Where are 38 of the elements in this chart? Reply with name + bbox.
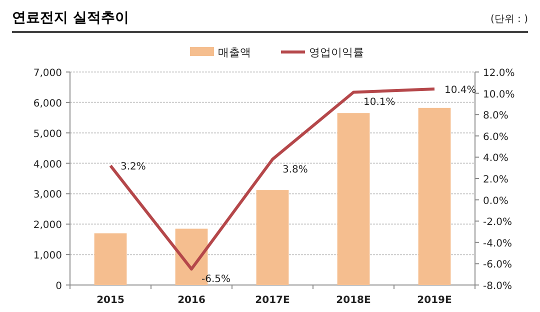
y2-tick-label: 2.0% [483, 174, 508, 186]
y2-tick-label: -6.0% [483, 260, 512, 271]
line-series [109, 88, 436, 271]
bar [256, 190, 289, 285]
y-tick-label: 5,000 [33, 128, 62, 140]
x-tick-label: 2016 [178, 295, 206, 306]
legend-label: 영업이익률 [309, 46, 364, 59]
text: (단위 : ) [490, 14, 528, 25]
data-label: -6.5% [202, 274, 231, 286]
bar [94, 233, 127, 285]
y2-tick-label: -2.0% [483, 217, 512, 228]
y-tick-label: 7,000 [33, 68, 62, 79]
y2-tick-label: 0.0% [483, 196, 508, 207]
y-tick-label: 1,000 [33, 250, 62, 262]
y2-tick-label: 4.0% [483, 153, 508, 164]
y2-tick-label: -8.0% [483, 281, 512, 292]
data-label: 3.8% [282, 164, 308, 176]
data-label: 3.2% [120, 162, 146, 173]
y-tick-label: 0 [56, 281, 62, 292]
x-tick-label: 2015 [96, 295, 124, 306]
bar [337, 113, 370, 285]
x-tick-label: 2018E [336, 295, 371, 306]
x-tick-label: 2017E [255, 295, 290, 306]
y2-tick-label: 12.0% [483, 68, 515, 79]
data-label: 10.4% [444, 85, 476, 96]
y2-tick-label: -4.0% [483, 238, 512, 250]
x-tick-label: 2019E [417, 295, 452, 306]
y2-tick-label: 10.0% [483, 89, 515, 100]
y-tick-label: 3,000 [33, 190, 62, 201]
y2-tick-label: 8.0% [483, 110, 508, 122]
y2-tick-label: 6.0% [483, 132, 508, 143]
bar [418, 108, 451, 285]
legend-label: 매출액 [218, 46, 251, 59]
data-label: 10.1% [364, 97, 396, 108]
y-tick-label: 4,000 [33, 159, 62, 170]
chart-title: 연료전지 실적추이 [12, 10, 129, 26]
y-tick-label: 6,000 [33, 98, 62, 110]
y-tick-label: 2,000 [33, 220, 62, 232]
